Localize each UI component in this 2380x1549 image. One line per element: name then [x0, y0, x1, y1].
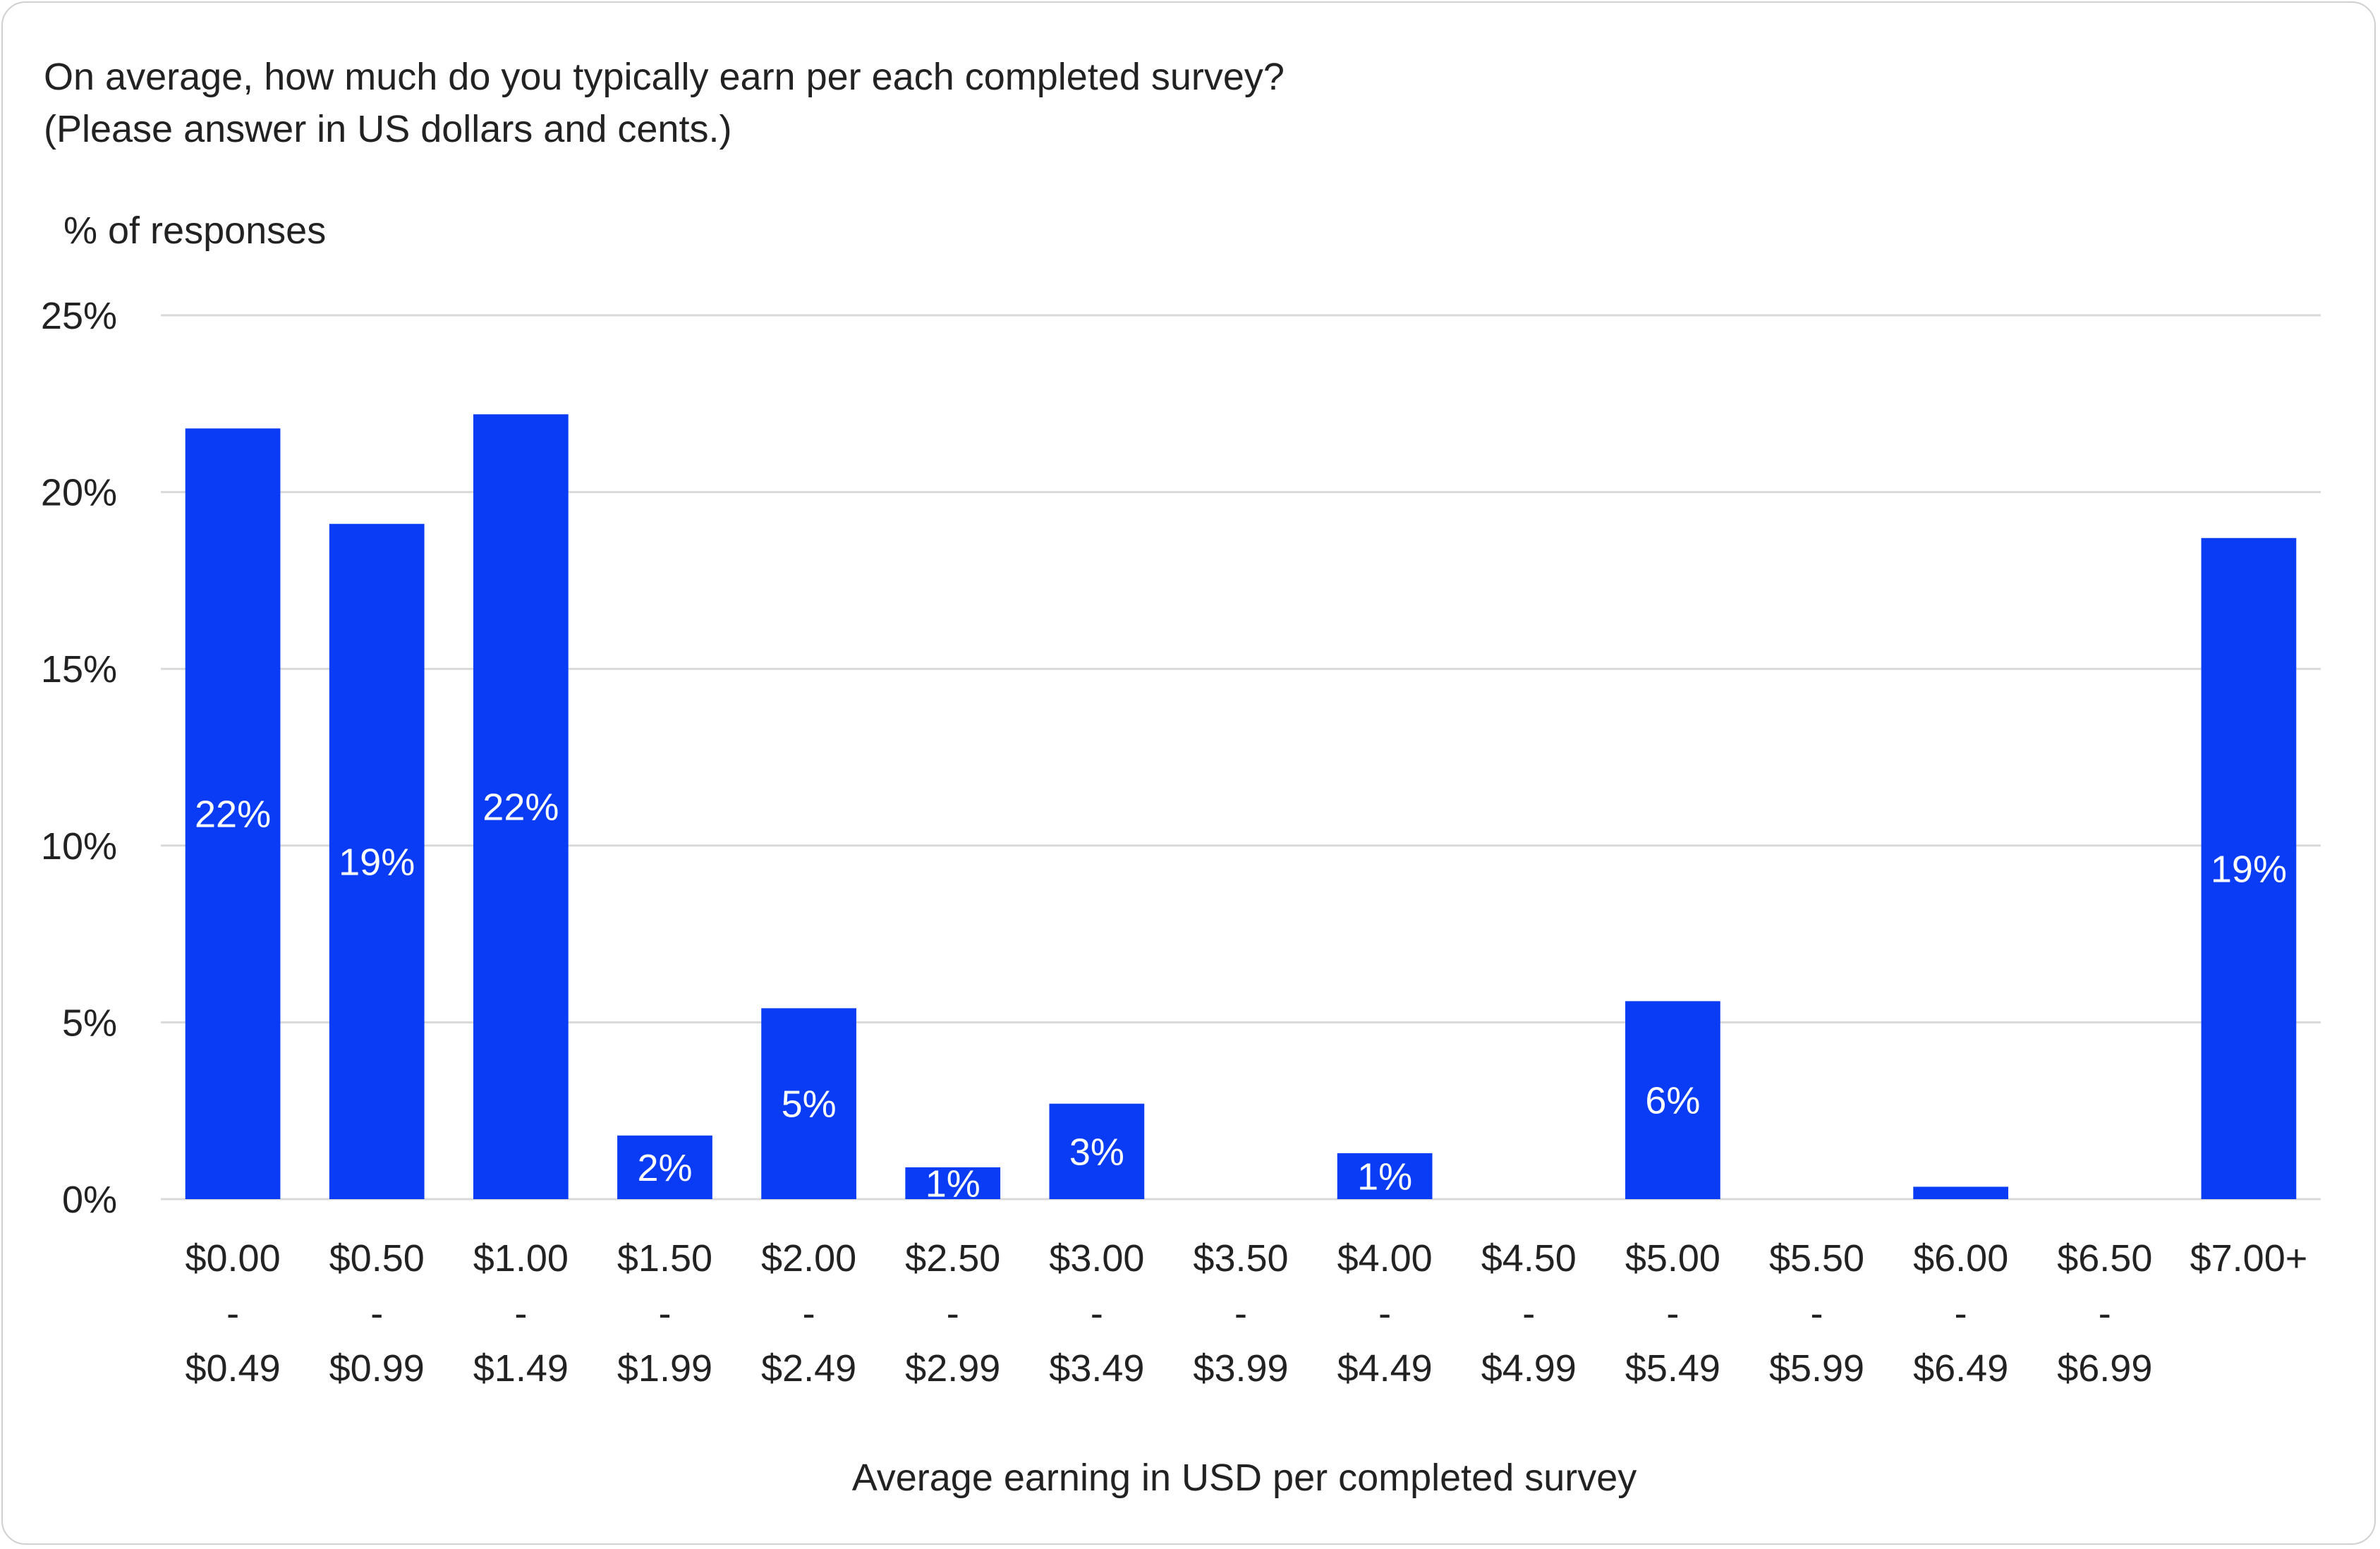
bar [905, 1167, 1001, 1199]
y-tick-label: 15% [41, 648, 117, 691]
x-axis-ticks: $0.00 - $0.49 $0.50 - $0.99 $1.00 - $1.49 $1.50 - $… [185, 1237, 2307, 1390]
data-label: 1% [925, 1162, 980, 1205]
bar [617, 1135, 712, 1199]
x-tick-label: $6.99 [2057, 1347, 2152, 1390]
x-tick-label: $5.50 [1769, 1237, 1864, 1280]
x-tick-label: - [1234, 1292, 1247, 1335]
chart-subtitle: (Please answer in US dollars and cents.) [44, 108, 732, 150]
y-axis-label: % of responses [63, 209, 327, 252]
y-tick-label: 25% [41, 295, 117, 337]
x-tick-label: $5.49 [1625, 1347, 1720, 1390]
x-tick-label: - [1811, 1292, 1823, 1335]
x-tick-label: - [370, 1292, 383, 1335]
bar [1913, 1186, 2009, 1199]
bar [761, 1008, 856, 1199]
x-tick-label: $5.00 [1625, 1237, 1720, 1280]
x-tick-label: $7.00+ [2190, 1237, 2308, 1280]
x-tick-label: - [803, 1292, 815, 1335]
x-tick-label: - [947, 1292, 959, 1335]
x-tick-label: $3.49 [1049, 1347, 1144, 1390]
x-tick-label: $0.99 [329, 1347, 425, 1390]
x-tick-label: $3.50 [1193, 1237, 1288, 1280]
data-label: 22% [195, 794, 271, 836]
y-axis-ticks: 0% 5% 10% 15% 20% 25% [41, 295, 117, 1221]
x-tick-label: $4.00 [1337, 1237, 1433, 1280]
y-tick-label: 5% [62, 1002, 117, 1044]
x-tick-label: $0.49 [185, 1347, 280, 1390]
data-label: 19% [2211, 848, 2287, 890]
x-tick-label: - [2099, 1292, 2111, 1335]
bars [185, 414, 2297, 1200]
x-tick-label: $1.50 [617, 1237, 712, 1280]
bar [185, 428, 281, 1199]
chart-title: On average, how much do you typically ea… [44, 56, 1285, 98]
x-tick-label: - [1666, 1292, 1679, 1335]
x-tick-label: $5.99 [1769, 1347, 1864, 1390]
data-label: 1% [1357, 1155, 1412, 1198]
x-tick-label: - [658, 1292, 671, 1335]
data-label: 19% [339, 841, 415, 883]
bar [1625, 1001, 1720, 1199]
bar [473, 414, 569, 1200]
bar [1337, 1153, 1433, 1199]
x-tick-label: - [226, 1292, 239, 1335]
y-tick-label: 0% [62, 1179, 117, 1221]
y-tick-label: 20% [41, 472, 117, 514]
x-tick-label: - [1378, 1292, 1391, 1335]
x-tick-label: $2.50 [905, 1237, 1000, 1280]
x-tick-label: $3.99 [1193, 1347, 1288, 1390]
bar [2201, 537, 2297, 1199]
x-tick-label: $1.00 [473, 1237, 569, 1280]
x-tick-label: $1.99 [617, 1347, 712, 1390]
data-label: 3% [1069, 1131, 1124, 1173]
x-tick-label: $0.50 [329, 1237, 425, 1280]
bar [1049, 1103, 1145, 1199]
x-tick-label: $4.49 [1337, 1347, 1433, 1390]
data-label: 6% [1645, 1080, 1700, 1122]
x-tick-label: $2.49 [761, 1347, 856, 1390]
x-tick-label: $3.00 [1049, 1237, 1144, 1280]
x-tick-label: $1.49 [473, 1347, 569, 1390]
x-tick-label: - [1955, 1292, 1967, 1335]
x-tick-label: $2.99 [905, 1347, 1000, 1390]
x-tick-label: $6.00 [1913, 1237, 2008, 1280]
x-tick-label: $6.49 [1913, 1347, 2008, 1390]
x-tick-label: - [1091, 1292, 1103, 1335]
x-axis-label: Average earning in USD per completed sur… [851, 1457, 1637, 1499]
data-labels: 22% 19% 22% 2% 5% 1% 3% 1% 6% 19% [195, 786, 2287, 1205]
x-tick-label: $2.00 [761, 1237, 856, 1280]
x-tick-label: - [514, 1292, 527, 1335]
data-label: 22% [482, 786, 559, 829]
x-tick-label: $0.00 [185, 1237, 280, 1280]
bar [329, 523, 425, 1199]
y-tick-label: 10% [41, 825, 117, 868]
x-tick-label: - [1522, 1292, 1535, 1335]
x-tick-label: $4.50 [1481, 1237, 1577, 1280]
x-tick-label: $6.50 [2057, 1237, 2152, 1280]
data-label: 5% [782, 1083, 837, 1126]
x-tick-label: $4.99 [1481, 1347, 1577, 1390]
data-label: 2% [637, 1147, 692, 1189]
